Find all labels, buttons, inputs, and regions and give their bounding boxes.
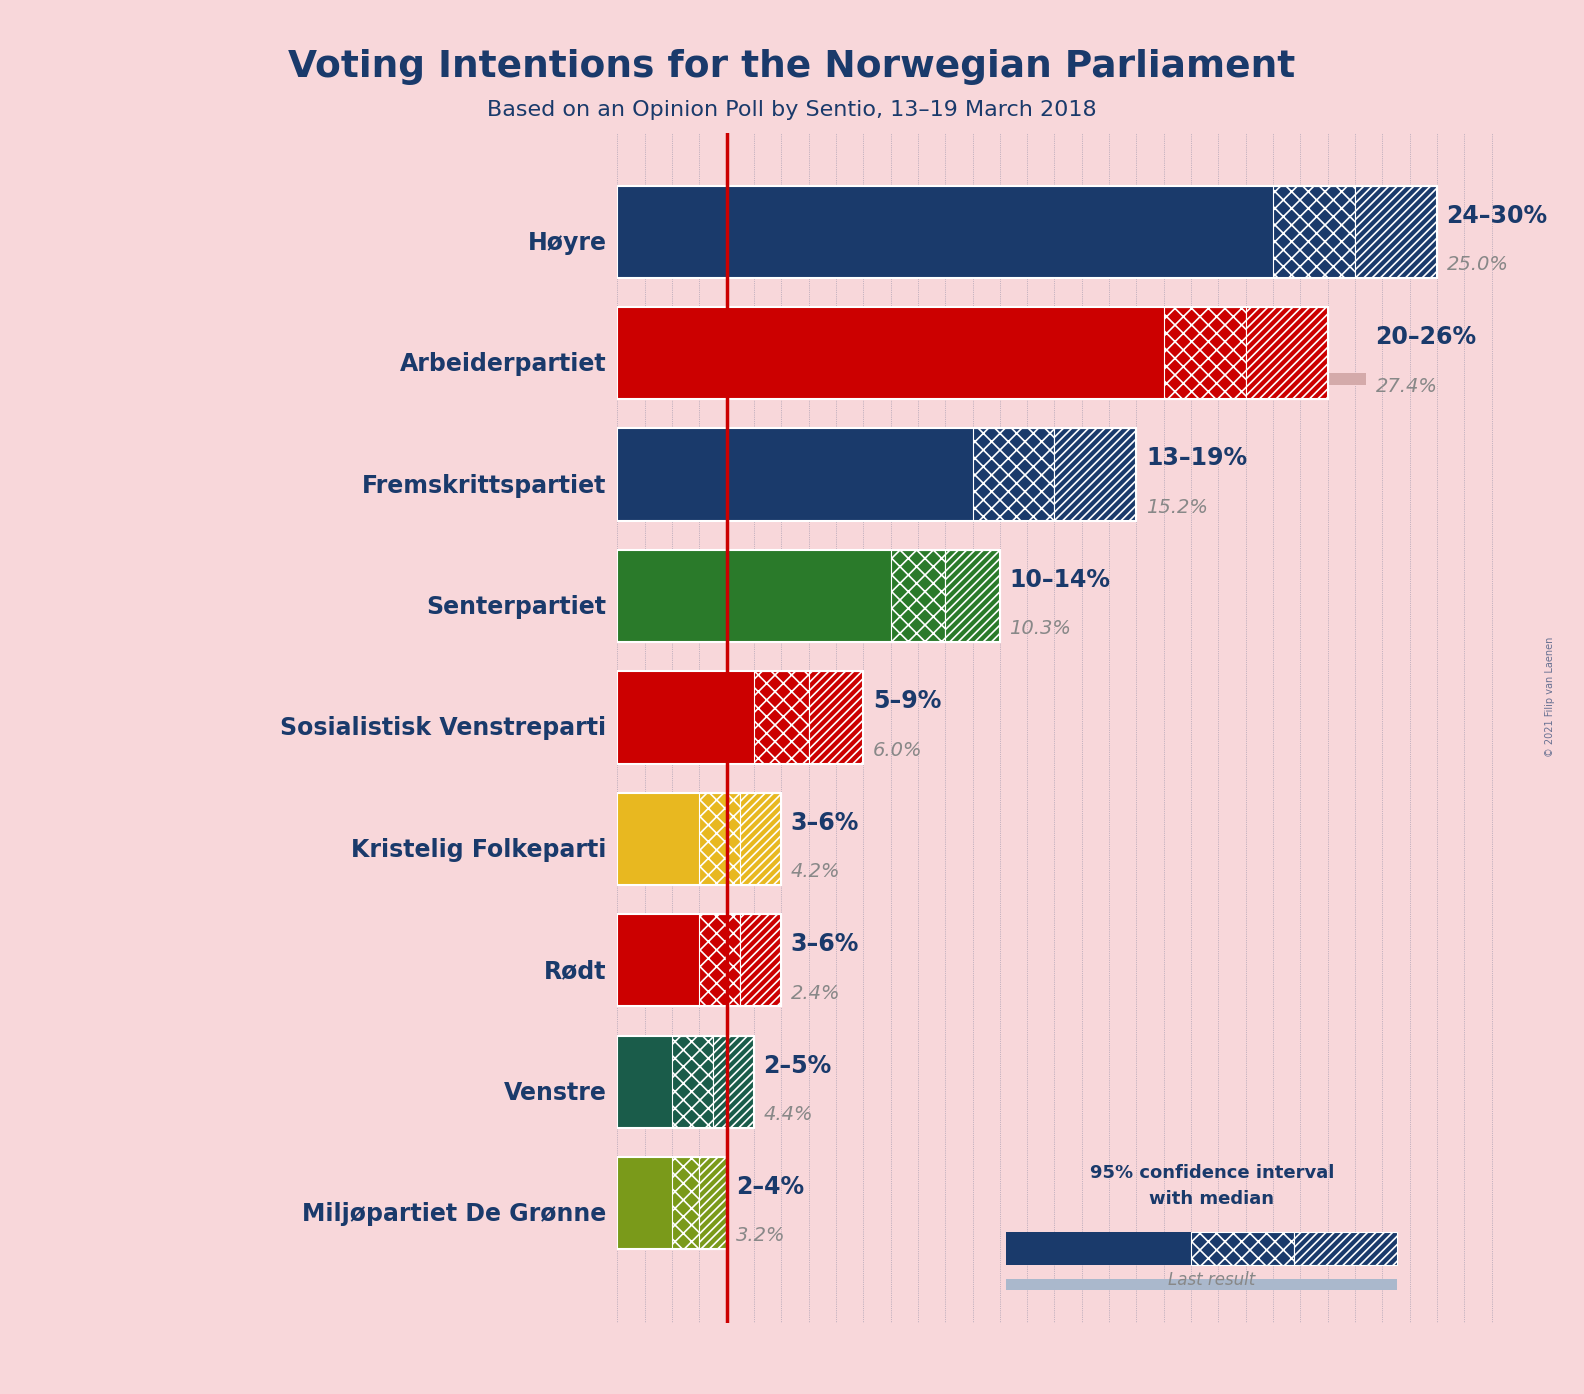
Bar: [1354, 185, 1437, 277]
Bar: [713, 1036, 754, 1128]
Bar: [672, 1157, 699, 1249]
Bar: [672, 1036, 713, 1128]
Text: Last result: Last result: [1167, 1271, 1256, 1289]
Text: 2.4%: 2.4%: [790, 984, 841, 1002]
Bar: [618, 1157, 727, 1249]
Text: Rødt: Rødt: [543, 959, 607, 983]
Bar: [618, 372, 1365, 385]
Text: 4.2%: 4.2%: [790, 861, 841, 881]
Text: 24–30%: 24–30%: [1446, 204, 1548, 227]
Bar: [890, 549, 946, 643]
Text: 27.4%: 27.4%: [1375, 376, 1437, 396]
Text: 15.2%: 15.2%: [1145, 498, 1209, 517]
Bar: [618, 1036, 672, 1128]
Bar: [618, 428, 1136, 521]
Text: 4.4%: 4.4%: [763, 1105, 813, 1124]
Bar: [618, 737, 781, 749]
Text: Arbeiderpartiet: Arbeiderpartiet: [399, 353, 607, 376]
Text: 3–6%: 3–6%: [790, 933, 859, 956]
Text: Høyre: Høyre: [527, 231, 607, 255]
Bar: [618, 914, 699, 1006]
Bar: [1191, 1232, 1294, 1264]
Bar: [618, 616, 898, 627]
Bar: [618, 1157, 672, 1249]
Bar: [618, 493, 1033, 506]
Text: Based on an Opinion Poll by Sentio, 13–19 March 2018: Based on an Opinion Poll by Sentio, 13–1…: [488, 100, 1096, 120]
Bar: [618, 428, 973, 521]
Text: Sosialistisk Venstreparti: Sosialistisk Venstreparti: [280, 717, 607, 740]
Bar: [618, 793, 699, 885]
Bar: [618, 549, 890, 643]
Bar: [618, 672, 863, 764]
Bar: [1294, 1232, 1397, 1264]
Text: 3.2%: 3.2%: [737, 1227, 786, 1245]
Bar: [618, 307, 1164, 399]
Bar: [754, 672, 808, 764]
Bar: [973, 428, 1055, 521]
Text: with median: with median: [1150, 1190, 1274, 1209]
Bar: [618, 549, 1000, 643]
Bar: [618, 793, 781, 885]
Bar: [1245, 307, 1327, 399]
Bar: [618, 307, 1327, 399]
Text: 20–26%: 20–26%: [1375, 325, 1476, 348]
Text: 10.3%: 10.3%: [1009, 619, 1071, 638]
Bar: [699, 1157, 727, 1249]
Bar: [740, 914, 781, 1006]
Text: Kristelig Folkeparti: Kristelig Folkeparti: [352, 838, 607, 861]
Bar: [618, 1036, 754, 1128]
Bar: [1006, 1280, 1397, 1289]
Bar: [699, 793, 740, 885]
Text: Voting Intentions for the Norwegian Parliament: Voting Intentions for the Norwegian Parl…: [288, 49, 1296, 85]
Text: 2–5%: 2–5%: [763, 1054, 832, 1078]
Bar: [1164, 307, 1245, 399]
Bar: [740, 793, 781, 885]
Text: © 2021 Filip van Laenen: © 2021 Filip van Laenen: [1546, 637, 1555, 757]
Text: Fremskrittspartiet: Fremskrittspartiet: [363, 474, 607, 498]
Bar: [699, 914, 740, 1006]
Text: 10–14%: 10–14%: [1009, 567, 1110, 592]
Bar: [808, 672, 863, 764]
Text: 3–6%: 3–6%: [790, 811, 859, 835]
Bar: [618, 1101, 738, 1114]
Text: Venstre: Venstre: [504, 1080, 607, 1104]
Bar: [618, 672, 754, 764]
Text: 6.0%: 6.0%: [873, 740, 922, 760]
Bar: [618, 185, 1437, 277]
Bar: [618, 859, 732, 870]
Text: 25.0%: 25.0%: [1446, 255, 1508, 275]
Bar: [618, 980, 683, 991]
Bar: [1055, 428, 1136, 521]
Bar: [1274, 185, 1354, 277]
Bar: [618, 185, 1274, 277]
Text: 5–9%: 5–9%: [873, 689, 941, 714]
Bar: [946, 549, 1000, 643]
Bar: [618, 1223, 705, 1235]
Text: Miljøpartiet De Grønne: Miljøpartiet De Grønne: [303, 1202, 607, 1225]
Text: 2–4%: 2–4%: [737, 1175, 805, 1199]
Bar: [1006, 1232, 1191, 1264]
Text: 95% confidence interval: 95% confidence interval: [1090, 1164, 1334, 1182]
Text: Senterpartiet: Senterpartiet: [426, 595, 607, 619]
Bar: [618, 914, 781, 1006]
Text: 13–19%: 13–19%: [1145, 446, 1247, 471]
Bar: [618, 251, 1300, 263]
